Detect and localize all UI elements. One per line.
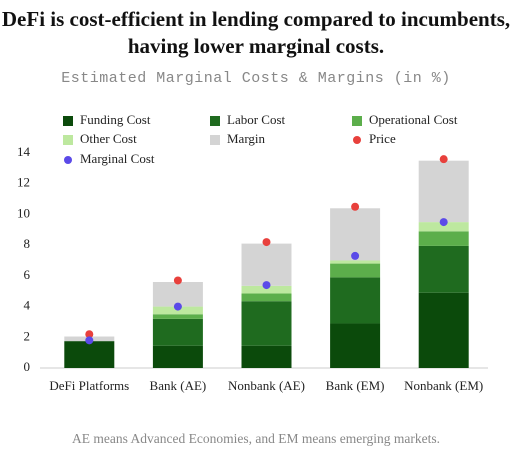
point [262,281,271,290]
point [351,251,360,260]
legend-label: Marginal Cost [80,151,155,166]
legend-marker [352,116,362,126]
bar-segment [241,243,292,286]
bar-segment [330,208,381,261]
x-tick-label: Nonbank (AE) [228,378,305,393]
point [85,336,94,345]
y-tick-label: 6 [24,267,31,282]
bar-segment [152,282,203,307]
y-tick-label: 8 [24,236,31,251]
x-tick-label: Bank (AE) [149,378,207,393]
footnote: AE means Advanced Economies, and EM mean… [72,431,440,446]
bar-segment [64,341,115,368]
legend-marker [210,135,220,145]
point [262,238,271,247]
legend-label: Funding Cost [80,112,151,127]
point [173,276,182,285]
bar-segment [241,293,292,302]
legend-label: Other Cost [80,131,137,146]
bar-segment [418,160,469,223]
y-tick-label: 14 [17,144,31,159]
legend-label: Operational Cost [369,112,458,127]
bar-segment [330,260,381,264]
x-tick-label: Bank (EM) [325,378,385,393]
bar-segment [418,292,469,368]
legend-marker [64,156,72,164]
point [85,330,94,339]
bar-segment [418,245,469,293]
y-tick-label: 2 [24,328,31,343]
y-tick-label: 0 [24,359,31,374]
legend-marker [63,116,73,126]
chart-title: DeFi is cost-efficient in lending compar… [1,7,511,58]
y-tick-label: 10 [17,205,30,220]
y-tick-label: 12 [17,175,30,190]
bar-segment [152,318,203,346]
legend-marker [63,135,73,145]
bar-segment [241,301,292,346]
legend-label: Price [369,131,396,146]
point [173,302,182,311]
bar-segment [241,345,292,368]
bar-segment [330,277,381,324]
legend-label: Margin [227,131,266,146]
x-tick-label: Nonbank (EM) [404,378,484,393]
bar-segment [330,263,381,278]
y-tick-label: 4 [24,298,31,313]
bar-segment [418,222,469,232]
point [439,155,448,164]
legend-marker [353,136,361,144]
legend-label: Labor Cost [227,112,286,127]
bar-segment [330,323,381,368]
bar-segment [152,345,203,368]
point [351,202,360,211]
bar-segment [152,314,203,319]
x-tick-label: DeFi Platforms [49,378,130,393]
bar-segment [418,231,469,246]
bar-segment [241,285,292,294]
point [439,218,448,227]
legend-marker [210,116,220,126]
chart-subtitle: Estimated Marginal Costs & Margins (in %… [61,70,451,87]
